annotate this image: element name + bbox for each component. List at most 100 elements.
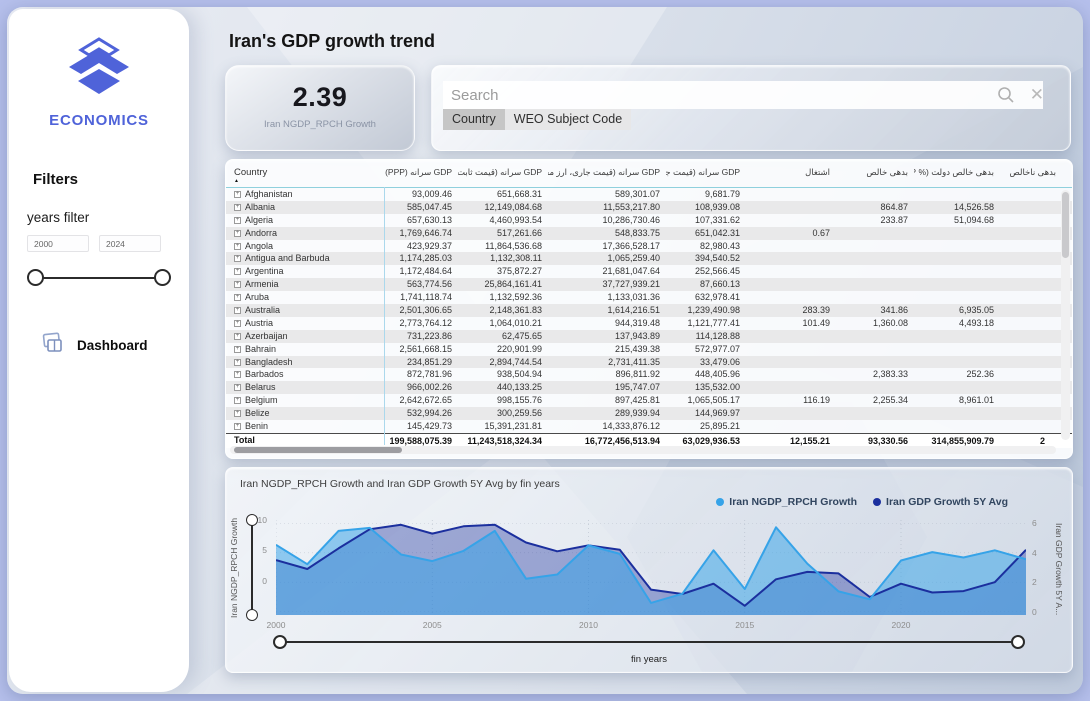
table-row[interactable]: + Belgium 2,642,672.65 998,155.76 897,425.81… xyxy=(226,394,1072,407)
expand-icon[interactable]: + xyxy=(234,190,241,198)
country-name: Albania xyxy=(245,201,276,212)
legend-item[interactable]: Iran NGDP_RPCH Growth xyxy=(716,496,857,508)
x-axis-range-slider[interactable] xyxy=(273,635,1025,649)
table-row[interactable]: + Belize 532,994.26 300,259.56 289,939.94 144… xyxy=(226,407,1072,421)
table-row[interactable]: + Austria 2,773,764.12 1,064,010.21 944,319.… xyxy=(226,317,1072,330)
dashboard-button[interactable]: Dashboard xyxy=(41,332,189,359)
row-header: + Antigua and Barbuda xyxy=(226,252,384,265)
column-header-0[interactable]: Country ▲ xyxy=(226,165,384,187)
table-cell xyxy=(1000,356,1062,369)
expand-icon[interactable]: + xyxy=(234,216,241,224)
column-header-1[interactable]: GDP سرانه (PPP) xyxy=(385,167,452,177)
clear-search-icon[interactable]: ✕ xyxy=(1029,85,1044,104)
expand-icon[interactable]: + xyxy=(234,371,241,379)
table-row[interactable]: + Bahrain 2,561,668.15 220,901.99 215,439.38… xyxy=(226,343,1072,356)
table-cell: 375,872.27 xyxy=(496,266,542,277)
slider-handle-max[interactable] xyxy=(154,269,171,286)
slider-track[interactable] xyxy=(35,277,163,279)
horizontal-scrollbar-thumb[interactable] xyxy=(234,447,402,453)
x-slider-handle-min[interactable] xyxy=(273,635,287,649)
x-slider-handle-max[interactable] xyxy=(1011,635,1025,649)
legend-item[interactable]: Iran GDP Growth 5Y Avg xyxy=(873,496,1008,508)
table-row[interactable]: + Angola 423,929.37 11,864,536.68 17,366,528… xyxy=(226,240,1072,253)
expand-icon[interactable]: + xyxy=(234,410,241,418)
slider-handle-min[interactable] xyxy=(27,269,44,286)
expand-icon[interactable]: + xyxy=(234,319,241,327)
expand-icon[interactable]: + xyxy=(234,306,241,314)
expand-icon[interactable]: + xyxy=(234,281,241,289)
country-name: Bahrain xyxy=(245,343,277,354)
search-input[interactable] xyxy=(443,81,1043,109)
table-cell xyxy=(746,188,836,201)
table-cell xyxy=(914,188,1000,201)
table-cell: 283.39 xyxy=(802,305,830,316)
table-header-row: Country ▲ GDP سرانه (PPP) GDP سرانه (قیمت ث… xyxy=(226,160,1072,188)
table-cell: 93,330.56 xyxy=(867,435,908,446)
vertical-scrollbar[interactable] xyxy=(1061,190,1070,440)
table-cell: 116.19 xyxy=(803,395,830,406)
table-cell xyxy=(746,201,836,214)
year-max-input[interactable] xyxy=(99,235,161,252)
expand-icon[interactable]: + xyxy=(234,332,241,340)
gdp-growth-chart xyxy=(275,520,1027,615)
search-field-chips: Country WEO Subject Code xyxy=(443,109,632,130)
vertical-scrollbar-thumb[interactable] xyxy=(1062,192,1069,258)
table-cell: 10,286,730.46 xyxy=(602,214,660,225)
horizontal-scrollbar[interactable] xyxy=(230,446,1056,454)
table-cell xyxy=(1000,291,1062,304)
table-row[interactable]: + Azerbaijan 731,223.86 62,475.65 137,943.89… xyxy=(226,329,1072,343)
column-header-5[interactable]: اشتغال xyxy=(805,167,830,177)
column-header-3[interactable]: GDP سرانه (قیمت جاری، ارز محلی) xyxy=(548,167,660,177)
expand-icon[interactable]: + xyxy=(234,203,241,211)
years-range-slider[interactable] xyxy=(27,268,171,288)
table-row[interactable]: + Algeria 657,630.13 4,460,993.54 10,286,730… xyxy=(226,214,1072,227)
expand-icon[interactable]: + xyxy=(234,294,241,302)
column-header-2[interactable]: GDP سرانه (قیمت ثابت) xyxy=(458,167,542,177)
y-slider-handle-min[interactable] xyxy=(246,609,258,621)
table-row[interactable]: + Bangladesh 234,851.29 2,894,744.54 2,731,4… xyxy=(226,355,1072,369)
table-cell xyxy=(836,330,914,343)
chip-weo-subject-code[interactable]: WEO Subject Code xyxy=(504,109,632,130)
dashboard-label: Dashboard xyxy=(77,338,148,353)
expand-icon[interactable]: + xyxy=(234,268,241,276)
table-row[interactable]: + Barbados 872,781.96 938,504.94 896,811.92 4… xyxy=(226,368,1072,381)
table-cell xyxy=(914,291,1000,304)
table-row[interactable]: + Antigua and Barbuda 1,174,285.03 1,132,30… xyxy=(226,252,1072,266)
table-row[interactable]: + Belarus 966,002.26 440,133.25 195,747.07 13… xyxy=(226,381,1072,395)
y-slider-handle-max[interactable] xyxy=(246,514,258,526)
table-cell: 144,969.97 xyxy=(694,408,740,419)
table-cell: 1,172,484.64 xyxy=(399,266,452,277)
expand-icon[interactable]: + xyxy=(234,358,241,366)
table-row[interactable]: + Andorra 1,769,646.74 517,261.66 548,833.75… xyxy=(226,226,1072,240)
table-row[interactable]: + Benin 145,429.73 15,391,231.81 14,333,876.… xyxy=(226,420,1072,433)
row-header: + Argentina xyxy=(226,265,384,278)
table-total-row[interactable]: Total 199,588,075.39 11,243,518,324.34 16,7… xyxy=(226,432,1072,448)
table-cell: 11,553,217.80 xyxy=(603,201,660,212)
country-name: Afghanistan xyxy=(245,189,293,199)
table-cell: 1,065,505.17 xyxy=(687,395,740,406)
table-row[interactable]: + Afghanistan 93,009.46 651,668.31 589,301.0… xyxy=(226,188,1072,201)
expand-icon[interactable]: + xyxy=(234,422,241,430)
column-header-4[interactable]: GDP سرانه (قیمت جاری، دلار) xyxy=(666,167,740,177)
table-row[interactable]: + Armenia 563,774.56 25,864,161.41 37,727,93… xyxy=(226,278,1072,292)
table-row[interactable]: + Argentina 1,172,484.64 375,872.27 21,681,0… xyxy=(226,265,1072,278)
expand-icon[interactable]: + xyxy=(234,255,241,263)
table-row[interactable]: + Albania 585,047.45 12,149,084.68 11,553,21… xyxy=(226,200,1072,214)
table-row[interactable]: + Australia 2,501,306.65 2,148,361.83 1,614,… xyxy=(226,304,1072,317)
table-row[interactable]: + Aruba 1,741,118.74 1,132,592.36 1,133,031.… xyxy=(226,291,1072,304)
x-axis-tick-label: 2015 xyxy=(735,620,755,630)
chip-country[interactable]: Country xyxy=(443,109,505,130)
year-min-input[interactable] xyxy=(27,235,89,252)
expand-icon[interactable]: + xyxy=(234,384,241,392)
column-header-8[interactable]: بدهی ناخالص xyxy=(1009,167,1056,177)
column-header-7[interactable]: بدهی خالص دولت (% GDP) xyxy=(914,167,994,177)
y-axis-range-slider[interactable] xyxy=(246,514,258,621)
expand-icon[interactable]: + xyxy=(234,242,241,250)
expand-icon[interactable]: + xyxy=(234,345,241,353)
column-header-6[interactable]: بدهی خالص xyxy=(866,167,908,177)
table-cell: 651,668.31 xyxy=(496,189,542,199)
expand-icon[interactable]: + xyxy=(234,229,241,237)
expand-icon[interactable]: + xyxy=(234,397,241,405)
search-icon[interactable] xyxy=(997,86,1015,109)
table-cell xyxy=(836,381,914,394)
